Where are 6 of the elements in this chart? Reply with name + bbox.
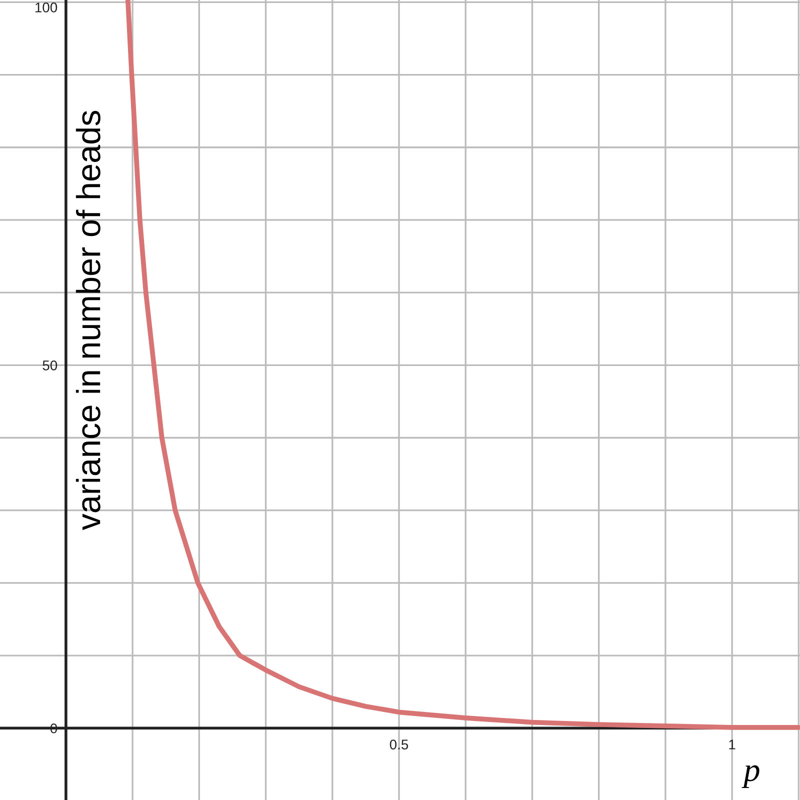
y-axis-title: variance in number of heads	[76, 110, 100, 530]
x-tick-label: 0.5	[390, 740, 408, 750]
y-tick-label: 50	[42, 360, 58, 370]
y-tick-label: 100	[36, 2, 58, 12]
x-tick-label: 1	[729, 740, 736, 750]
x-axis-title: p	[742, 765, 760, 788]
